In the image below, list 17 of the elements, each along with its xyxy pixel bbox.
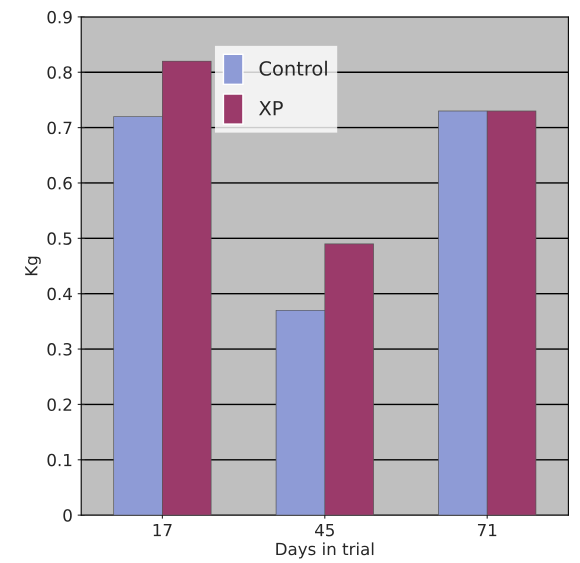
y-axis-title: Kg — [25, 256, 41, 276]
y-tick-label: 0.2 — [47, 398, 72, 411]
y-tick-label: 0 — [63, 509, 72, 522]
x-tick-label: 17 — [154, 524, 172, 536]
x-axis-title: Days in trial — [276, 542, 374, 559]
legend-label: XP — [259, 101, 283, 116]
y-tick-label: 0.6 — [47, 176, 72, 190]
y-tick-label: 0.4 — [47, 288, 72, 300]
y-tick-label: 0.7 — [47, 122, 72, 134]
y-tick-label: 0.8 — [47, 66, 72, 79]
x-tick-label: 45 — [315, 524, 334, 536]
y-tick-label: 0.1 — [47, 454, 72, 466]
y-tick-label: 0.3 — [47, 343, 72, 356]
y-tick-label: 0.5 — [47, 232, 72, 245]
x-tick-label: 71 — [478, 524, 496, 536]
y-tick-label: 0.9 — [47, 10, 72, 24]
legend-label: Control — [260, 60, 327, 76]
